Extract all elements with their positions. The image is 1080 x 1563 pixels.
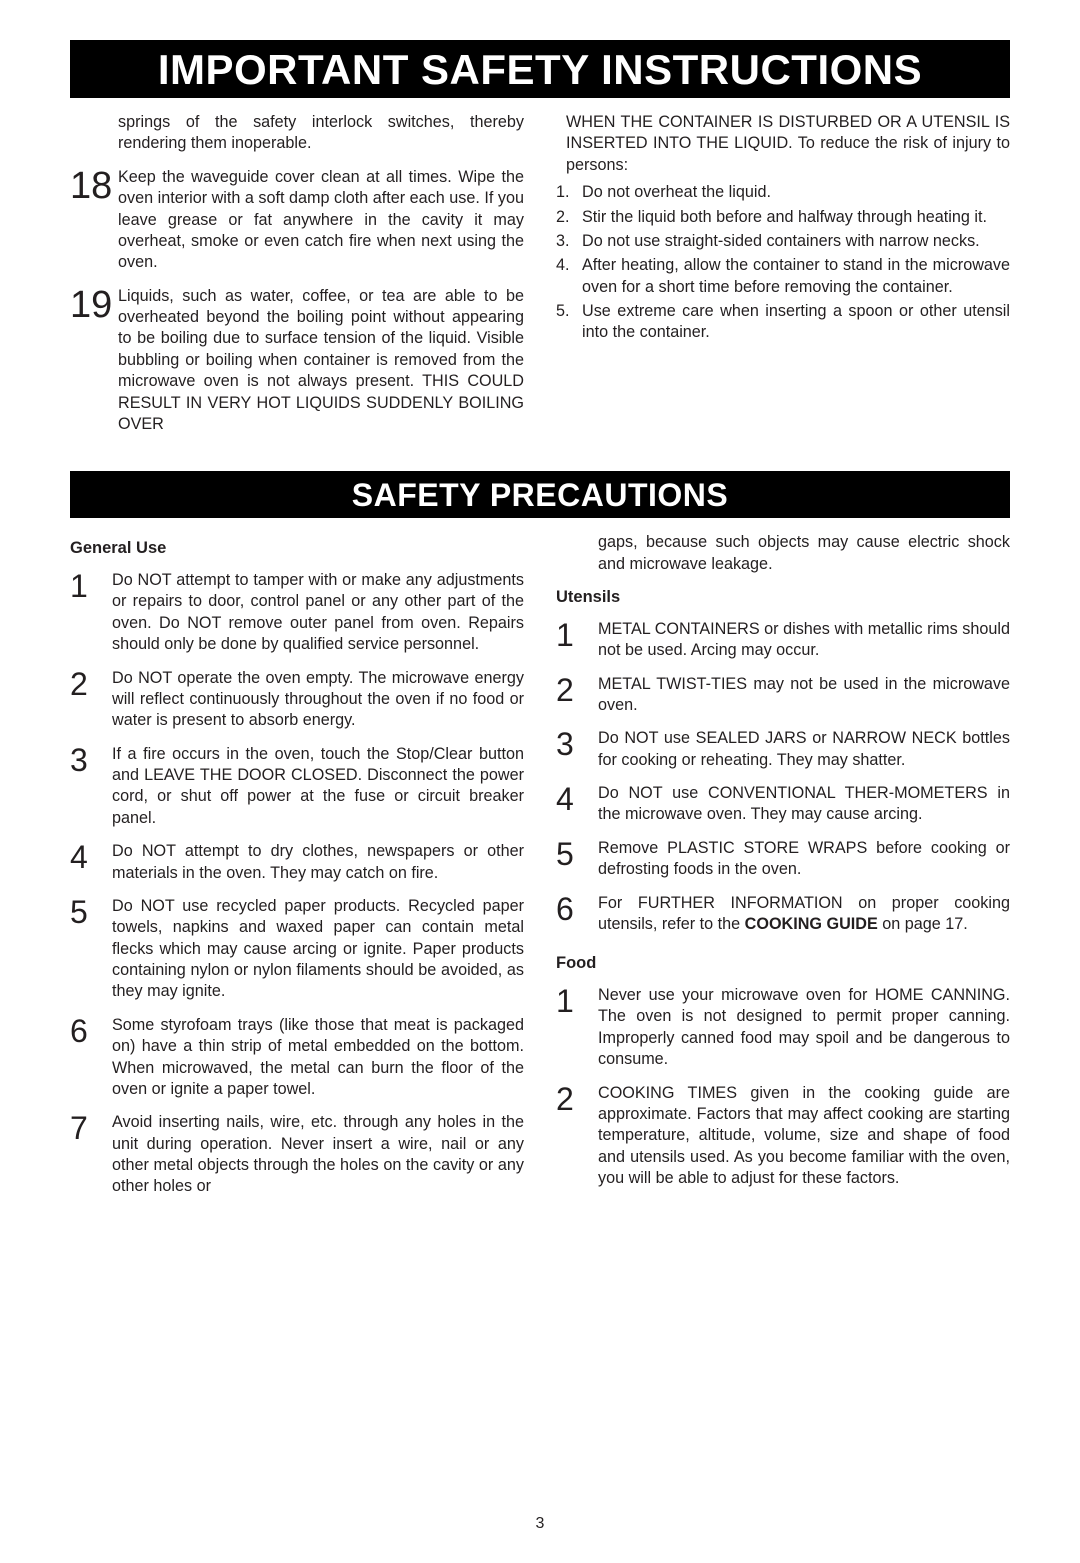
general-num: 5 <box>70 896 112 928</box>
injury-item-num: 4. <box>556 255 582 298</box>
utensil-num-6: 6 <box>556 893 598 925</box>
general-txt: Do NOT use recycled paper products. Recy… <box>112 896 524 1003</box>
general-item: 6Some styrofoam trays (like those that m… <box>70 1015 524 1101</box>
injury-item: 2.Stir the liquid both before and halfwa… <box>556 207 1010 228</box>
num-18: 18 <box>70 167 118 205</box>
injury-item-num: 1. <box>556 182 582 203</box>
injury-item: 1.Do not overheat the liquid. <box>556 182 1010 203</box>
utensil-txt-6: For FURTHER INFORMATION on proper cookin… <box>598 893 1010 936</box>
utensil-num: 2 <box>556 674 598 706</box>
utensils-list: 1METAL CONTAINERS or dishes with metalli… <box>556 619 1010 881</box>
food-num: 1 <box>556 985 598 1017</box>
utensil-item-6: 6 For FURTHER INFORMATION on proper cook… <box>556 893 1010 936</box>
utensil-item: 5Remove PLASTIC STORE WRAPS before cooki… <box>556 838 1010 881</box>
general-num: 6 <box>70 1015 112 1047</box>
cont-17: springs of the safety interlock switches… <box>118 112 524 155</box>
utensil-txt: METAL CONTAINERS or dishes with metallic… <box>598 619 1010 662</box>
general-item: 4Do NOT attempt to dry clothes, newspape… <box>70 841 524 884</box>
injury-item-txt: Use extreme care when inserting a spoon … <box>582 301 1010 344</box>
food-item: 2COOKING TIMES given in the cooking guid… <box>556 1083 1010 1190</box>
injury-item: 3.Do not use straight-sided containers w… <box>556 231 1010 252</box>
num-19: 19 <box>70 286 118 324</box>
injury-item-num: 5. <box>556 301 582 344</box>
top-left-col: springs of the safety interlock switches… <box>70 112 524 447</box>
utensil-item: 4Do NOT use CONVENTIONAL THER-MOMETERS i… <box>556 783 1010 826</box>
injury-item-txt: Do not overheat the liquid. <box>582 182 1010 203</box>
txt-19: Liquids, such as water, coffee, or tea a… <box>118 286 524 436</box>
general-num: 1 <box>70 570 112 602</box>
general-item: 7Avoid inserting nails, wire, etc. throu… <box>70 1112 524 1198</box>
food-txt: Never use your microwave oven for HOME C… <box>598 985 1010 1071</box>
precautions-columns: General Use 1Do NOT attempt to tamper wi… <box>70 532 1010 1210</box>
injury-item-txt: After heating, allow the container to st… <box>582 255 1010 298</box>
utensil-item: 1METAL CONTAINERS or dishes with metalli… <box>556 619 1010 662</box>
utensil-num: 1 <box>556 619 598 651</box>
prec-left-col: General Use 1Do NOT attempt to tamper wi… <box>70 532 524 1210</box>
cont-19: WHEN THE CONTAINER IS DISTURBED OR A UTE… <box>566 112 1010 176</box>
sub-banner: SAFETY PRECAUTIONS <box>70 471 1010 518</box>
general-txt: Avoid inserting nails, wire, etc. throug… <box>112 1112 524 1198</box>
utensil-txt: Remove PLASTIC STORE WRAPS before cookin… <box>598 838 1010 881</box>
general-txt: Do NOT operate the oven empty. The micro… <box>112 668 524 732</box>
utensil-item: 3Do NOT use SEALED JARS or NARROW NECK b… <box>556 728 1010 771</box>
head-food: Food <box>556 953 1010 975</box>
main-banner: IMPORTANT SAFETY INSTRUCTIONS <box>70 40 1010 98</box>
general-num: 2 <box>70 668 112 700</box>
food-list: 1Never use your microwave oven for HOME … <box>556 985 1010 1189</box>
injury-list: 1.Do not overheat the liquid.2.Stir the … <box>556 182 1010 344</box>
utensil-num: 3 <box>556 728 598 760</box>
utensil-num: 5 <box>556 838 598 870</box>
injury-item-num: 2. <box>556 207 582 228</box>
cont-7: gaps, because such objects may cause ele… <box>598 532 1010 575</box>
injury-item-txt: Stir the liquid both before and halfway … <box>582 207 1010 228</box>
injury-item-txt: Do not use straight-sided containers wit… <box>582 231 1010 252</box>
general-txt: If a fire occurs in the oven, touch the … <box>112 744 524 830</box>
food-txt: COOKING TIMES given in the cooking guide… <box>598 1083 1010 1190</box>
txt-18: Keep the waveguide cover clean at all ti… <box>118 167 524 274</box>
utensil-txt: METAL TWIST-TIES may not be used in the … <box>598 674 1010 717</box>
food-item: 1Never use your microwave oven for HOME … <box>556 985 1010 1071</box>
general-txt: Do NOT attempt to tamper with or make an… <box>112 570 524 656</box>
general-item: 1Do NOT attempt to tamper with or make a… <box>70 570 524 656</box>
utensil-item: 2METAL TWIST-TIES may not be used in the… <box>556 674 1010 717</box>
utensil-txt: Do NOT use SEALED JARS or NARROW NECK bo… <box>598 728 1010 771</box>
item-19: 19 Liquids, such as water, coffee, or te… <box>70 286 524 436</box>
utensil-txt: Do NOT use CONVENTIONAL THER-MOMETERS in… <box>598 783 1010 826</box>
item-18: 18 Keep the waveguide cover clean at all… <box>70 167 524 274</box>
general-list: 1Do NOT attempt to tamper with or make a… <box>70 570 524 1198</box>
general-item: 3If a fire occurs in the oven, touch the… <box>70 744 524 830</box>
top-columns: springs of the safety interlock switches… <box>70 112 1010 447</box>
general-num: 4 <box>70 841 112 873</box>
head-general-use: General Use <box>70 538 524 560</box>
injury-item-num: 3. <box>556 231 582 252</box>
top-right-col: WHEN THE CONTAINER IS DISTURBED OR A UTE… <box>556 112 1010 447</box>
utensil-num: 4 <box>556 783 598 815</box>
general-num: 3 <box>70 744 112 776</box>
injury-item: 4.After heating, allow the container to … <box>556 255 1010 298</box>
general-item: 5Do NOT use recycled paper products. Rec… <box>70 896 524 1003</box>
general-item: 2 Do NOT operate the oven empty. The mic… <box>70 668 524 732</box>
food-num: 2 <box>556 1083 598 1115</box>
injury-item: 5.Use extreme care when inserting a spoo… <box>556 301 1010 344</box>
head-utensils: Utensils <box>556 587 1010 609</box>
prec-right-col: gaps, because such objects may cause ele… <box>556 532 1010 1210</box>
page-number: 3 <box>0 1515 1080 1533</box>
general-txt: Some styrofoam trays (like those that me… <box>112 1015 524 1101</box>
general-txt: Do NOT attempt to dry clothes, newspaper… <box>112 841 524 884</box>
general-num: 7 <box>70 1112 112 1144</box>
